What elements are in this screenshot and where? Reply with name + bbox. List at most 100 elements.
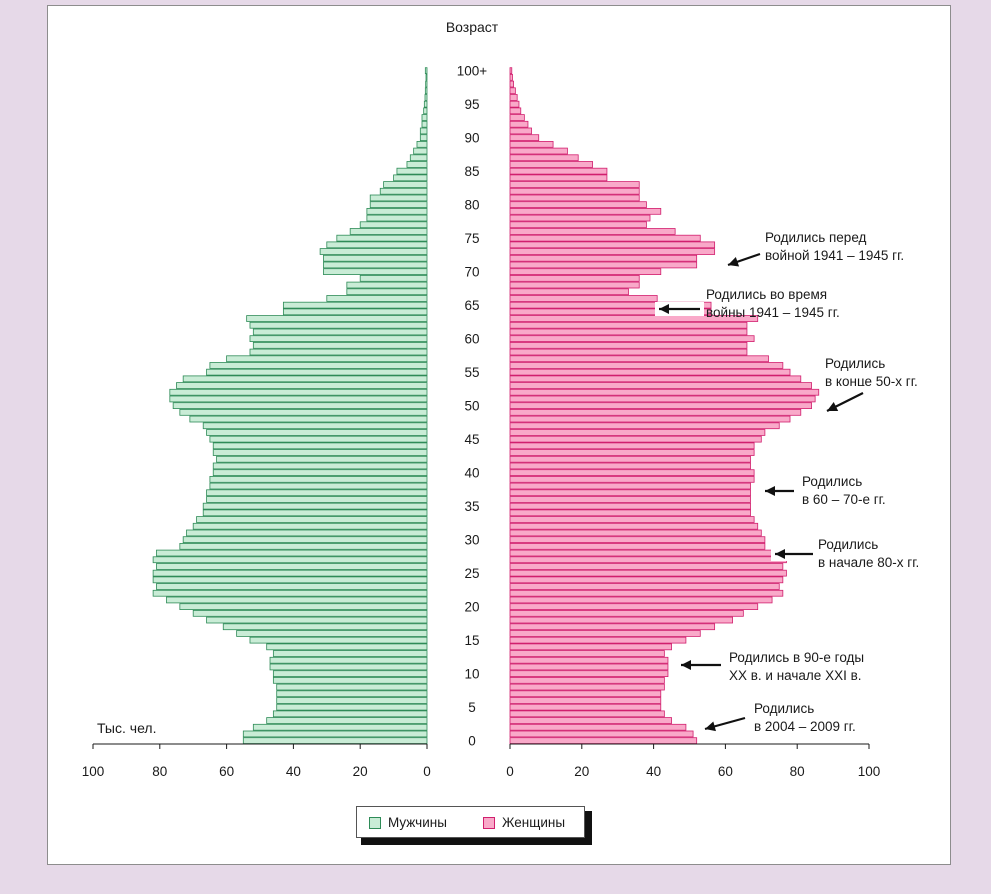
female-bar-age-96 [509,94,518,101]
male-bar-age-8 [276,683,428,691]
male-bar-age-6 [276,697,428,704]
female-bar-age-99 [509,74,513,81]
male-bar-age-55 [206,368,428,376]
male-bar-age-33 [196,516,428,523]
female-bar-age-37 [509,489,751,497]
male-bar-age-29 [179,543,428,550]
annotation-arrowhead-icon [659,304,669,314]
female-bar-age-63 [509,315,759,322]
female-bar-age-86 [509,161,593,168]
age-tick-label: 15 [464,633,479,648]
male-bar-age-88 [413,147,428,155]
male-bar-age-68 [346,281,428,289]
female-bar-age-88 [509,147,568,155]
age-tick-label: 40 [464,466,479,481]
male-bar-age-17 [222,623,428,631]
male-bar-age-92 [421,120,428,128]
female-bar-age-8 [509,683,665,691]
male-bar-age-53 [176,382,428,389]
female-bar-age-56 [509,362,784,369]
female-bars [509,67,820,745]
male-x-tick-label: 20 [353,764,368,779]
female-bar-age-74 [509,241,716,249]
male-bar-age-79 [366,207,428,215]
legend-male-swatch [369,817,381,829]
female-bar-age-66 [509,295,658,302]
annotation-line: войны 1941 – 1945 гг. [706,305,840,320]
male-bar-age-11 [269,663,428,671]
female-bar-age-46 [509,429,766,436]
female-bar-age-61 [509,328,748,336]
female-bar-age-17 [509,623,716,631]
female-bar-age-27 [509,556,787,564]
female-bar-age-58 [509,348,748,356]
male-bar-age-78 [366,214,428,222]
female-bar-age-94 [509,107,522,115]
male-bar-age-39 [209,475,428,483]
male-bar-age-22 [152,589,428,597]
annotation-line: в конце 50-х гг. [825,374,918,389]
male-bar-age-38 [209,482,428,490]
male-bar-age-73 [319,248,428,255]
annotation-line: Родились перед [765,230,867,245]
male-bar-age-43 [212,449,428,456]
male-bar-age-7 [276,690,428,698]
male-bar-age-60 [249,335,428,343]
female-bar-age-9 [509,677,665,684]
male-bar-age-46 [206,429,428,436]
female-bar-age-57 [509,355,769,363]
male-bar-age-81 [369,194,428,202]
male-bar-age-2 [252,723,428,731]
male-bar-age-27 [152,556,428,564]
female-bar-age-44 [509,442,755,450]
male-bar-age-66 [326,295,428,302]
female-bar-age-70 [509,268,662,276]
male-bar-age-32 [192,522,428,530]
male-bar-age-23 [156,583,428,590]
male-bar-age-54 [182,375,428,383]
female-bar-age-55 [509,368,791,376]
male-bar-age-82 [379,187,428,195]
female-bar-age-35 [509,502,751,510]
male-bar-age-48 [189,415,428,423]
male-bar-age-64 [282,308,428,316]
female-bar-age-50 [509,402,812,410]
male-bar-age-25 [152,569,428,577]
male-bar-age-28 [156,549,428,557]
male-bar-age-4 [272,710,428,718]
male-bar-age-58 [249,348,428,356]
age-tick-label: 5 [468,700,476,715]
female-bar-age-29 [509,543,766,550]
female-bar-age-92 [509,120,529,128]
male-bar-age-94 [423,107,428,115]
female-bar-age-100 [509,67,513,74]
female-bar-age-71 [509,261,698,269]
female-bar-age-82 [509,187,640,195]
female-x-tick-label: 20 [574,764,589,779]
female-bar-age-20 [509,603,759,611]
male-bar-age-91 [419,127,428,135]
male-bar-age-35 [202,502,428,510]
male-bar-age-96 [424,94,428,101]
male-bar-age-45 [209,435,428,443]
age-tick-label: 20 [464,600,479,615]
annotation-line: Родились [818,537,878,552]
x-unit-label: Тыс. чел. [97,720,156,736]
annotation-line: Родились [754,701,814,716]
male-bar-age-15 [249,636,428,644]
age-tick-label: 55 [464,365,479,380]
female-bar-age-13 [509,650,665,657]
y-axis-title: Возраст [446,19,499,35]
female-bar-age-40 [509,469,755,477]
male-bar-age-56 [209,362,428,369]
male-bar-age-31 [186,529,428,537]
female-bar-age-5 [509,703,662,711]
annotation-line: Родились [825,356,885,371]
male-bar-age-19 [192,610,428,617]
annotation-line: Родились [802,474,862,489]
age-tick-label: 100+ [457,64,488,79]
female-bar-age-21 [509,596,773,604]
female-bar-age-59 [509,341,748,349]
annotation-arrowhead-icon [775,549,785,559]
